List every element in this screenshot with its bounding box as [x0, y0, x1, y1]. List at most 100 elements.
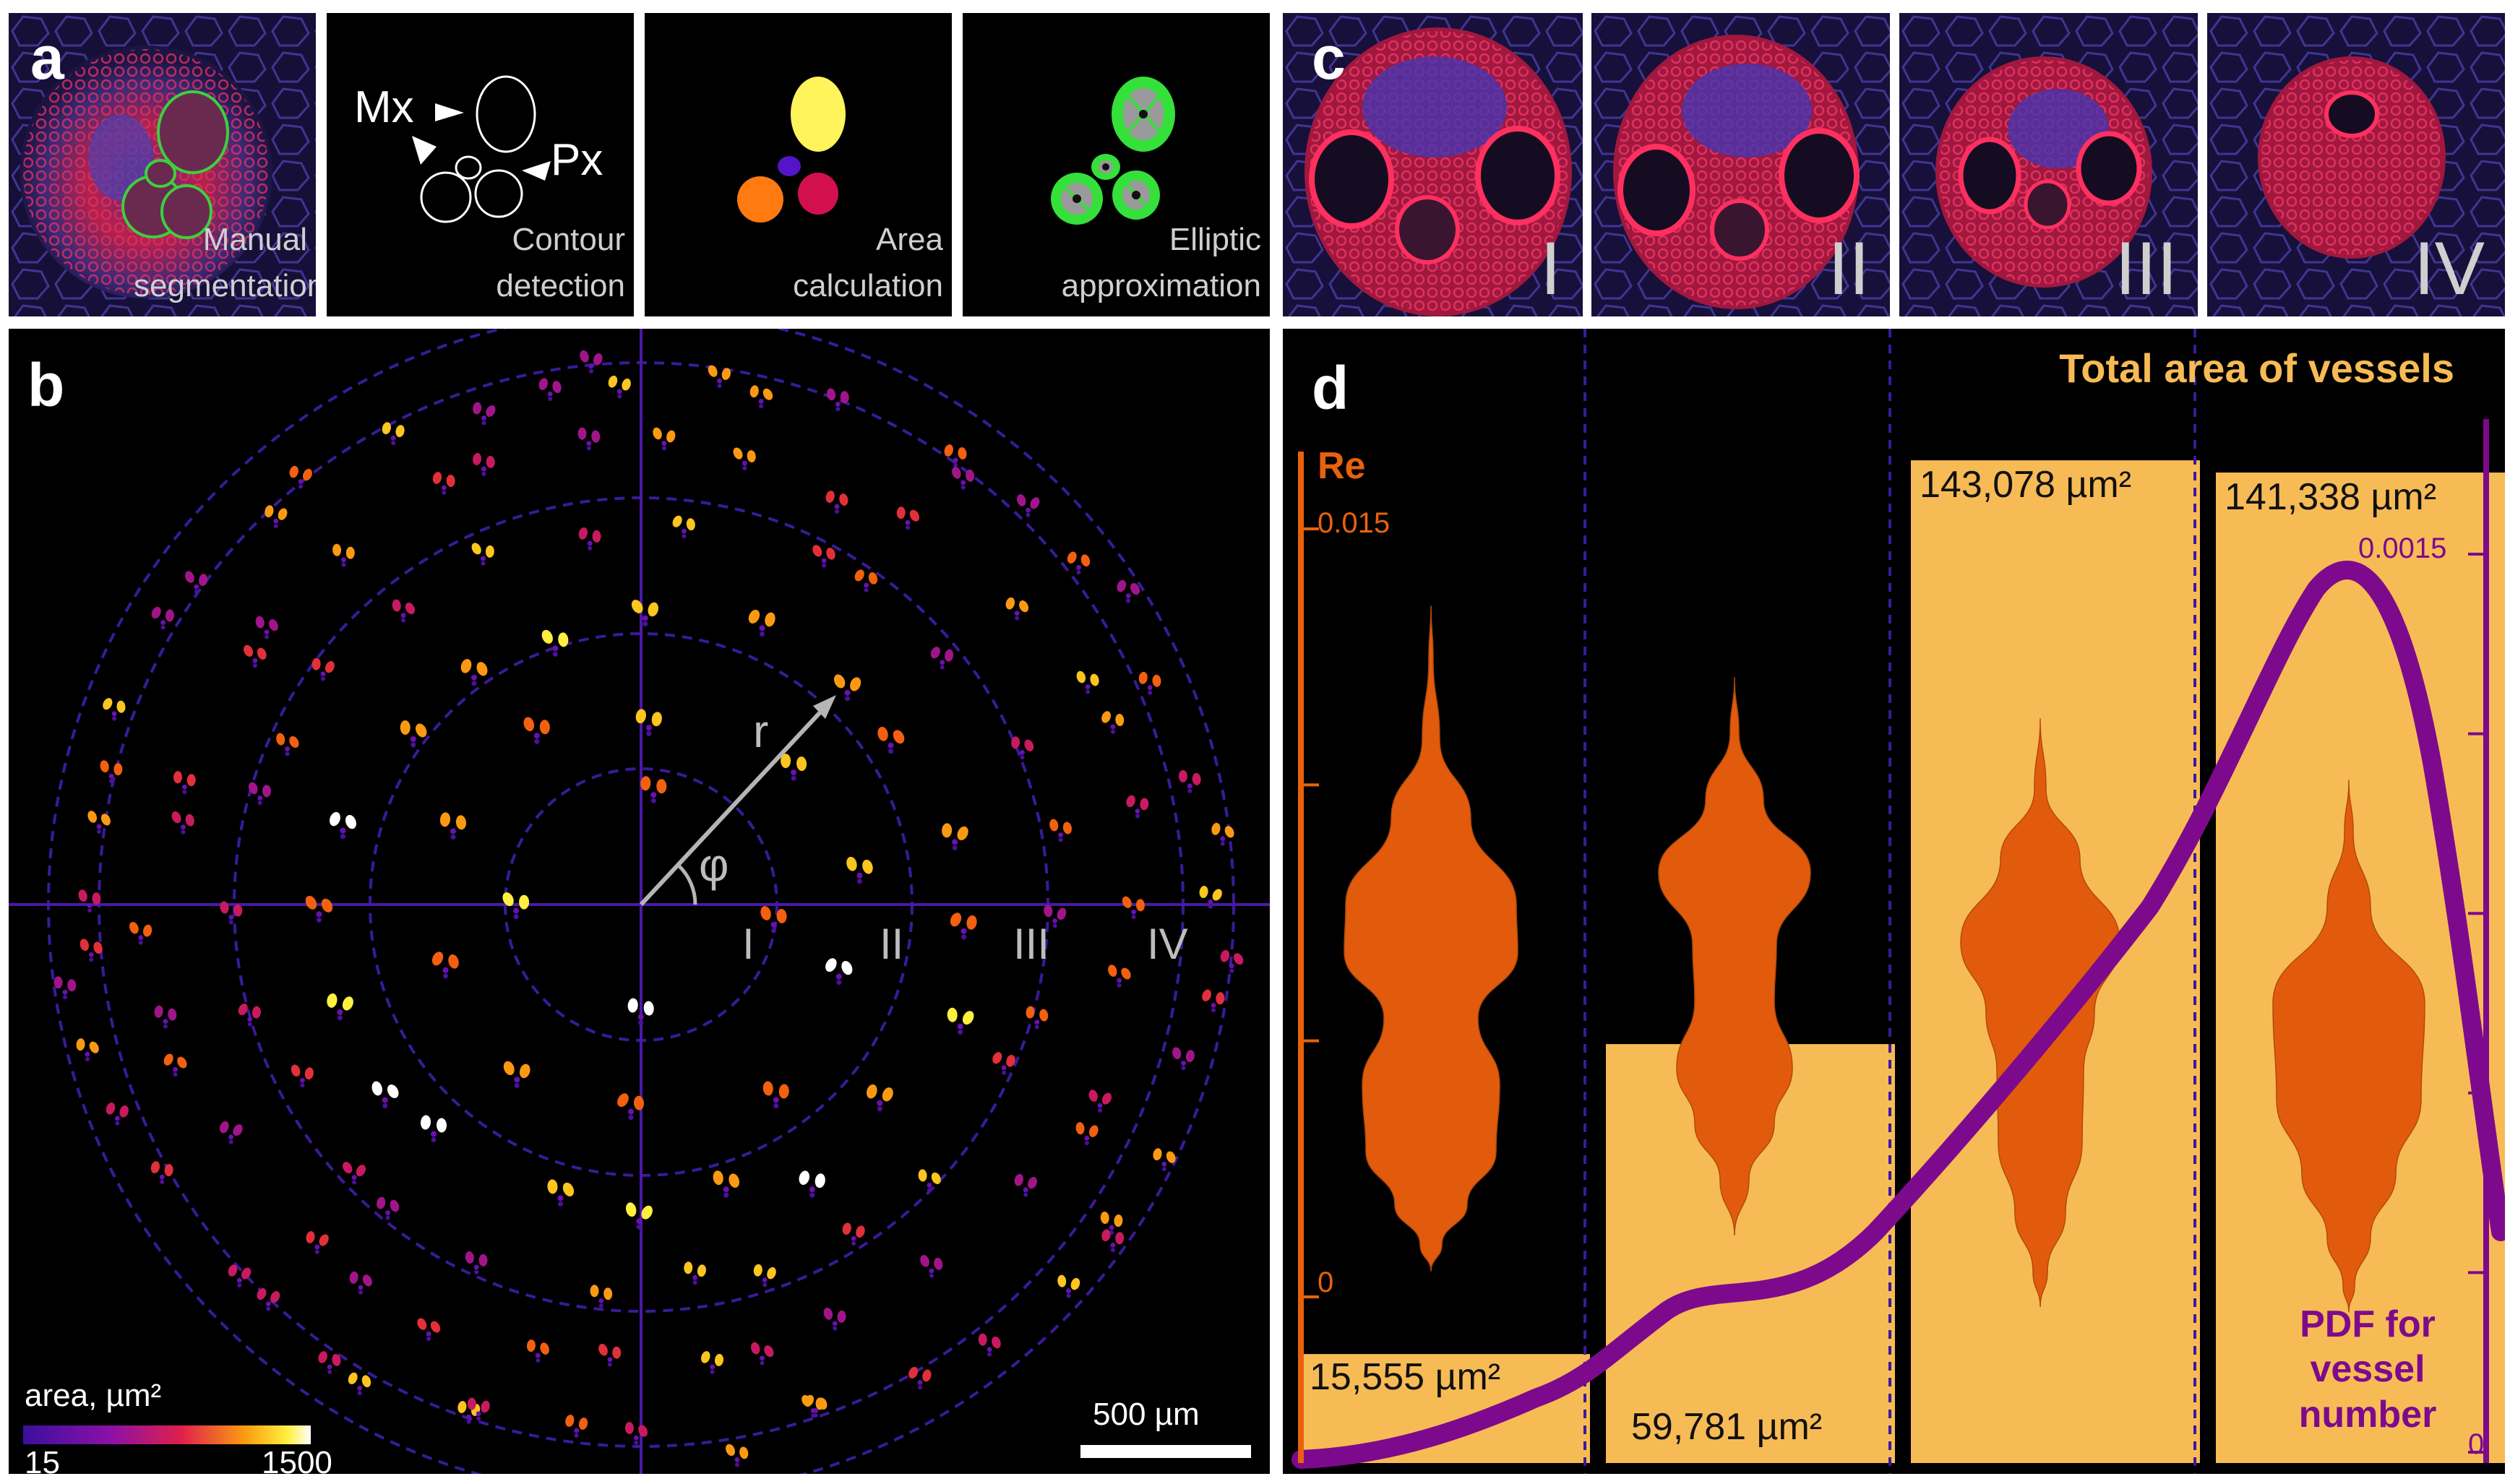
vessel-dot [465, 1251, 474, 1264]
protoxylem-dot [481, 415, 486, 420]
protoxylem-dot [173, 1072, 178, 1077]
vessel-dot [578, 1418, 588, 1430]
protoxylem-dot [265, 634, 270, 639]
stage-II-image [1591, 13, 1890, 316]
contour-detection-image [412, 75, 551, 223]
protoxylem-dot [809, 1192, 815, 1198]
protoxylem-dot [180, 824, 186, 830]
protoxylem-dot [642, 615, 648, 621]
colorbar-max: 1500 [262, 1445, 332, 1474]
protoxylem-dot [159, 1174, 165, 1180]
vessel-dot [1220, 949, 1230, 962]
panel-c-tile-4: IV [2207, 13, 2505, 316]
protoxylem-dot [1058, 832, 1063, 838]
protoxylem-dot [822, 563, 827, 568]
vessel-dot [540, 1342, 549, 1355]
vessel-dot [199, 574, 208, 587]
vessel-dot [1039, 1009, 1049, 1022]
mx-arrow-icon [435, 103, 464, 121]
vessel-dot [332, 1353, 341, 1366]
protoxylem-dot [952, 839, 958, 845]
vessel-dot [839, 493, 848, 506]
protoxylem-dot [266, 1306, 271, 1311]
ring-label-II: II [880, 920, 904, 968]
vessel-dot [608, 375, 618, 388]
vessel-dot [416, 723, 427, 738]
stage-label-II: II [1828, 227, 1870, 311]
caption-area-calculation: Area calculation [793, 222, 943, 304]
protoxylem-dot [628, 1115, 634, 1121]
protoxylem-dot [431, 1131, 437, 1137]
vessel-dot [325, 661, 335, 673]
vessel-dot [257, 1287, 267, 1300]
protoxylem-dot [835, 973, 842, 980]
vessel-dot [1006, 1054, 1015, 1067]
protoxylem-dot [252, 658, 258, 663]
vessel-dot [733, 447, 743, 460]
protoxylem-dot [723, 1186, 729, 1193]
vessel-dot [653, 427, 662, 440]
vessel-dot [958, 447, 967, 460]
vessel-dot [686, 518, 695, 531]
vessel-dot [643, 1001, 654, 1016]
protoxylem-dot [513, 914, 519, 920]
protoxylem-dot [918, 1385, 923, 1390]
protoxylem-dot [481, 471, 486, 476]
protoxylem-dot [835, 407, 841, 412]
pdf-label: PDF for vessel number [2298, 1303, 2437, 1436]
vessel-dot [1212, 889, 1222, 901]
vessel-dot [289, 736, 299, 749]
left-axis-tick-zero: 0 [1318, 1267, 1334, 1298]
vessel-dot [1153, 1148, 1162, 1161]
protoxylem-dot [514, 1082, 520, 1088]
panel-label-b: b [27, 351, 65, 419]
vessel-dot [486, 405, 496, 417]
vessel-dot [640, 776, 651, 791]
protoxylem-dot [390, 435, 396, 441]
vessel-dot [1115, 1232, 1125, 1245]
protoxylem-dot [821, 558, 827, 564]
protoxylem-dot [661, 441, 667, 446]
protoxylem-dot [877, 1100, 883, 1106]
protoxylem-dot [426, 1331, 431, 1337]
protoxylem-dot [410, 735, 416, 742]
protoxylem-dot [1015, 616, 1020, 621]
protoxylem-dot [138, 935, 144, 941]
angle-arc [677, 864, 697, 905]
protoxylem-dot [588, 363, 594, 369]
vessel-dot [833, 674, 846, 689]
vessel-dot [233, 904, 243, 917]
vessel-dot [945, 649, 954, 662]
vessel-dot [67, 979, 77, 992]
vessel-dot [776, 908, 787, 923]
protoxylem-dot [327, 1364, 332, 1370]
vessel-dot [684, 1261, 693, 1274]
protoxylem-dot [228, 915, 234, 920]
protoxylem-dot [645, 725, 652, 731]
protoxylem-dot [109, 779, 113, 784]
panel-a-tile-1: Manual segmentation a [9, 13, 316, 316]
vessel-dot [177, 1056, 187, 1069]
vessel-dot [966, 469, 975, 482]
vessel-dot [154, 1005, 163, 1018]
vessel-dot [877, 726, 888, 741]
vessel-dot [624, 1422, 634, 1435]
vessel-dot [728, 1173, 740, 1188]
caption-elliptic-approximation: Elliptic approximation [1061, 222, 1261, 304]
protoxylem-dot [759, 631, 765, 637]
protoxylem-dot [385, 1210, 390, 1216]
protoxylem-dot [1084, 1141, 1089, 1146]
vessel-dot [1049, 819, 1059, 832]
protoxylem-dot [742, 465, 747, 470]
vessel-dot [119, 1105, 129, 1118]
protoxylem-dot [1135, 808, 1140, 814]
vessel-dot [850, 677, 861, 691]
protoxylem-dot [1229, 963, 1234, 969]
violin-bar-chart [1291, 329, 2505, 1474]
right-axis-tick-top: 0.0015 [2358, 532, 2447, 564]
protoxylem-dot [557, 1201, 563, 1207]
vessel-dot [1076, 670, 1086, 683]
protoxylem-dot [471, 674, 478, 681]
vessel-dot [1135, 899, 1145, 912]
protoxylem-dot [1148, 690, 1153, 695]
